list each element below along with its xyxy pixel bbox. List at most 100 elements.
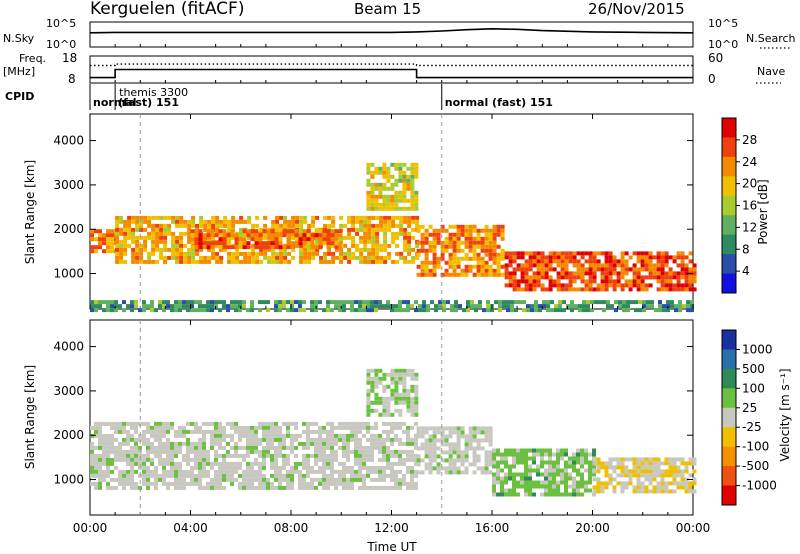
heatmap-cell bbox=[564, 448, 568, 453]
heatmap-cell bbox=[214, 453, 218, 458]
heatmap-cell bbox=[202, 245, 207, 250]
heatmap-cell bbox=[448, 240, 453, 245]
heatmap-cell bbox=[476, 426, 481, 431]
heatmap-cell bbox=[604, 279, 609, 284]
heatmap-cell bbox=[386, 178, 391, 183]
heatmap-cell bbox=[632, 263, 637, 268]
heatmap-cell bbox=[660, 251, 665, 256]
heatmap-cell bbox=[306, 425, 310, 430]
heatmap-cell bbox=[524, 283, 529, 288]
heatmap-cell bbox=[186, 457, 190, 462]
heatmap-cell bbox=[468, 256, 473, 261]
heatmap-cell bbox=[350, 465, 354, 470]
heatmap-cell bbox=[270, 429, 274, 434]
heatmap-cell bbox=[182, 453, 186, 458]
heatmap-cell bbox=[330, 237, 335, 242]
heatmap-cell bbox=[580, 255, 585, 260]
heatmap-cell bbox=[98, 485, 102, 490]
nsearch-tick-bottom: 10^0 bbox=[708, 38, 738, 51]
heatmap-cell bbox=[444, 466, 449, 471]
heatmap-cell bbox=[370, 469, 374, 474]
heatmap-cell bbox=[367, 251, 372, 256]
heatmap-cell bbox=[166, 469, 170, 474]
heatmap-cell bbox=[640, 251, 645, 256]
heatmap-cell bbox=[346, 485, 350, 490]
heatmap-cell bbox=[456, 256, 461, 261]
heatmap-cell bbox=[382, 372, 387, 377]
heatmap-cell bbox=[223, 219, 228, 224]
heatmap-cell bbox=[602, 300, 606, 305]
heatmap-cell bbox=[283, 215, 288, 220]
heatmap-cell bbox=[450, 308, 454, 313]
heatmap-cell bbox=[394, 202, 399, 207]
heatmap-cell bbox=[322, 229, 327, 234]
heatmap-cell bbox=[307, 259, 312, 264]
heatmap-cell bbox=[492, 260, 497, 265]
heatmap-cell bbox=[454, 308, 458, 313]
heatmap-cell bbox=[468, 232, 473, 237]
heatmap-cell bbox=[512, 484, 516, 489]
heatmap-cell bbox=[214, 469, 218, 474]
heatmap-cell bbox=[680, 461, 685, 466]
heatmap-cell bbox=[390, 453, 394, 458]
heatmap-cell bbox=[403, 247, 408, 252]
heatmap-cell bbox=[106, 229, 110, 234]
heatmap-cell bbox=[406, 425, 410, 430]
axes: 00:00 04:00 08:00 12:00 16:00 20:00 00:0010002… bbox=[53, 44, 710, 535]
heatmap-cell bbox=[528, 488, 532, 493]
heatmap-cell bbox=[175, 223, 180, 228]
heatmap-cell bbox=[680, 263, 685, 268]
heatmap-cell bbox=[134, 485, 138, 490]
heatmap-cell bbox=[167, 223, 172, 228]
heatmap-cell bbox=[123, 247, 128, 252]
heatmap-cell bbox=[267, 255, 272, 260]
heatmap-cell bbox=[548, 275, 553, 280]
heatmap-cell bbox=[194, 429, 198, 434]
heatmap-cell bbox=[492, 464, 496, 469]
heatmap-cell bbox=[230, 245, 235, 250]
heatmap-cell bbox=[584, 283, 589, 288]
heatmap-cell bbox=[484, 450, 489, 455]
heatmap-cell bbox=[548, 488, 552, 493]
heatmap-cell bbox=[126, 477, 130, 482]
heatmap-cell bbox=[624, 473, 629, 478]
heatmap-cell bbox=[596, 489, 601, 494]
heatmap-cell bbox=[246, 465, 250, 470]
heatmap-cell bbox=[286, 425, 290, 430]
heatmap-cell bbox=[552, 492, 556, 497]
heatmap-cell bbox=[584, 484, 588, 489]
heatmap-cell bbox=[636, 251, 641, 256]
heatmap-cell bbox=[666, 308, 670, 313]
heatmap-cell bbox=[190, 441, 194, 446]
heatmap-cell bbox=[536, 255, 541, 260]
heatmap-cell bbox=[598, 300, 602, 305]
heatmap-cell bbox=[394, 372, 399, 377]
heatmap-cell bbox=[410, 174, 415, 179]
heatmap-cell bbox=[652, 461, 657, 466]
heatmap-cell bbox=[552, 480, 556, 485]
heatmap-cell bbox=[234, 449, 238, 454]
heatmap-cell bbox=[500, 248, 505, 253]
heatmap-cell bbox=[464, 256, 469, 261]
heatmap-cell bbox=[394, 453, 398, 458]
heatmap-cell bbox=[636, 465, 641, 470]
heatmap-cell bbox=[330, 300, 334, 305]
heatmap-cell bbox=[254, 449, 258, 454]
heatmap-cell bbox=[331, 223, 336, 228]
heatmap-cell bbox=[170, 441, 174, 446]
heatmap-cell bbox=[684, 263, 689, 268]
heatmap-cell bbox=[291, 231, 296, 236]
heatmap-cell bbox=[202, 429, 206, 434]
heatmap-cell bbox=[644, 457, 649, 462]
heatmap-cell bbox=[338, 233, 343, 238]
heatmap-cell bbox=[150, 425, 154, 430]
heatmap-cell bbox=[540, 251, 545, 256]
heatmap-cell bbox=[402, 441, 406, 446]
heatmap-cell bbox=[142, 433, 146, 438]
heatmap-cell bbox=[318, 245, 323, 250]
heatmap-cell bbox=[484, 470, 489, 475]
heatmap-cell bbox=[202, 473, 206, 478]
heatmap-cell bbox=[664, 271, 669, 276]
heatmap-cell bbox=[548, 456, 552, 461]
heatmap-cell bbox=[636, 481, 641, 486]
